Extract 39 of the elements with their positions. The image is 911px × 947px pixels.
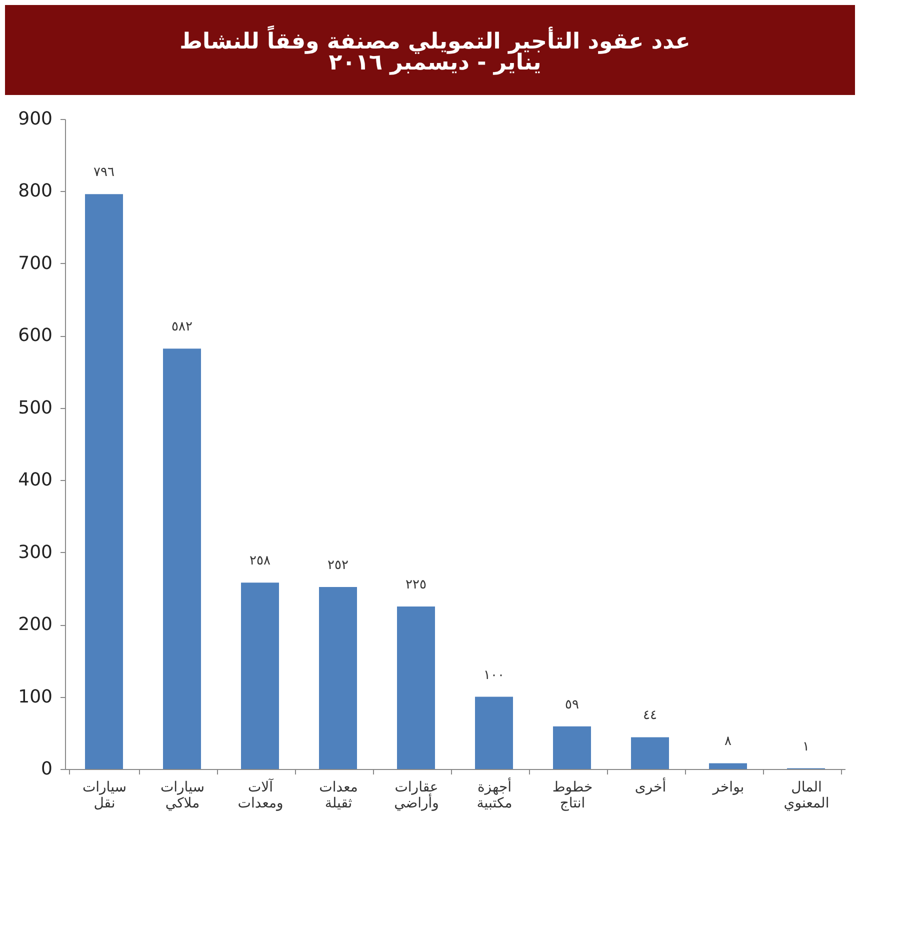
y-tick-label: 700: [18, 252, 52, 274]
y-tick-label: 200: [18, 614, 52, 636]
x-tick-label: معدات ثقيلة: [319, 780, 358, 812]
x-tick-label: بواخر: [712, 780, 744, 796]
x-tick-label: أجهزة مكتبية: [476, 778, 512, 812]
bar: [475, 696, 513, 769]
data-label: ٥٨٢: [172, 320, 192, 335]
data-label: ٢٥٢: [328, 558, 348, 573]
y-tick-label: 400: [18, 470, 52, 491]
data-label: ٥٩: [565, 697, 579, 712]
x-tick-label: سيارات نقل: [82, 780, 127, 812]
y-tick-label: 500: [18, 397, 52, 418]
bar: [397, 606, 435, 769]
y-tick-label: 800: [18, 180, 52, 202]
x-tick-label: سيارات ملاكي: [160, 780, 205, 812]
data-label: ١: [802, 739, 810, 754]
bar: [319, 587, 357, 769]
bar: [163, 348, 201, 769]
data-label: ٧٩٦: [94, 165, 114, 180]
bar: [85, 194, 123, 769]
bar: [241, 582, 279, 769]
y-tick-label: 900: [18, 108, 52, 130]
data-label: ٨: [724, 734, 732, 750]
x-tick-label: خطوط انتاج: [552, 780, 593, 812]
bar: [709, 763, 747, 769]
bar: [553, 726, 591, 769]
data-label: ٢٥٨: [250, 554, 270, 569]
x-tick-label: أخرى: [634, 778, 666, 796]
y-tick-label: 300: [18, 542, 52, 563]
x-tick-label: آلات ومعدات: [238, 778, 284, 812]
y-tick-label: 600: [18, 325, 52, 346]
x-tick-label: عقارات وأراضي: [394, 780, 439, 812]
y-tick-label: 100: [18, 686, 52, 708]
data-label: ١٠٠: [484, 668, 504, 683]
y-tick-label: 0: [41, 758, 52, 780]
x-tick-label: المال المعنوي: [784, 780, 830, 812]
data-label: ٢٢٥: [406, 578, 426, 592]
data-label: ٤٤: [643, 708, 657, 724]
bar: [631, 737, 669, 769]
